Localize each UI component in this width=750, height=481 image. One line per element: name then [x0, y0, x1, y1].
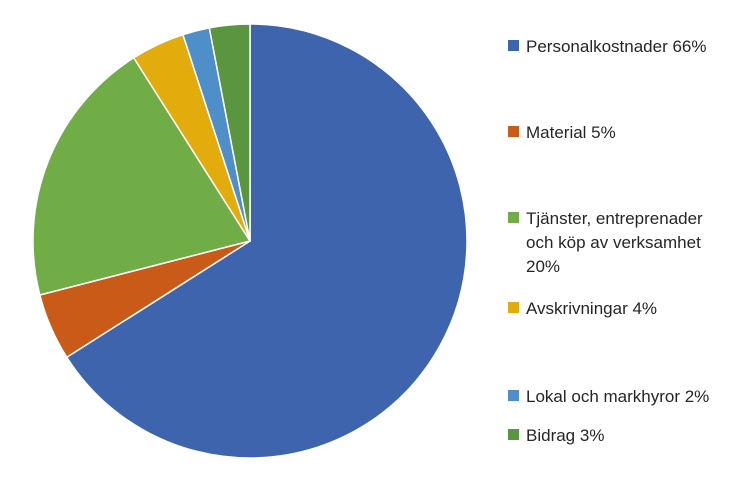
legend-swatch — [508, 390, 519, 401]
legend-label: Bidrag 3% — [526, 426, 605, 445]
legend-item-personalkostnader: Personalkostnader 66% — [508, 35, 741, 59]
legend-item-material: Material 5% — [508, 121, 741, 145]
legend-swatch — [508, 126, 519, 137]
legend-label: Personalkostnader 66% — [526, 37, 707, 56]
legend: Personalkostnader 66% Material 5% Tjänst… — [508, 0, 748, 481]
pie-slice-tjanster — [32, 56, 252, 296]
legend-item-lokal: Lokal och markhyror 2% — [508, 385, 741, 409]
legend-swatch — [508, 302, 519, 313]
pie-slice-personalkostnader — [65, 23, 468, 459]
pie-slices — [32, 23, 468, 459]
legend-swatch — [508, 40, 519, 51]
legend-swatch — [508, 429, 519, 440]
legend-label: Tjänster, entreprenader och köp av verks… — [526, 209, 703, 276]
legend-item-avskrivningar: Avskrivningar 4% — [508, 297, 741, 321]
legend-label: Avskrivningar 4% — [526, 299, 658, 318]
legend-item-tjanster: Tjänster, entreprenader och köp av verks… — [508, 207, 716, 279]
legend-label: Material 5% — [526, 123, 616, 142]
legend-item-bidrag: Bidrag 3% — [508, 424, 741, 448]
pie-slice-bidrag — [208, 23, 251, 242]
legend-label: Lokal och markhyror 2% — [526, 387, 710, 406]
legend-swatch — [508, 212, 519, 223]
